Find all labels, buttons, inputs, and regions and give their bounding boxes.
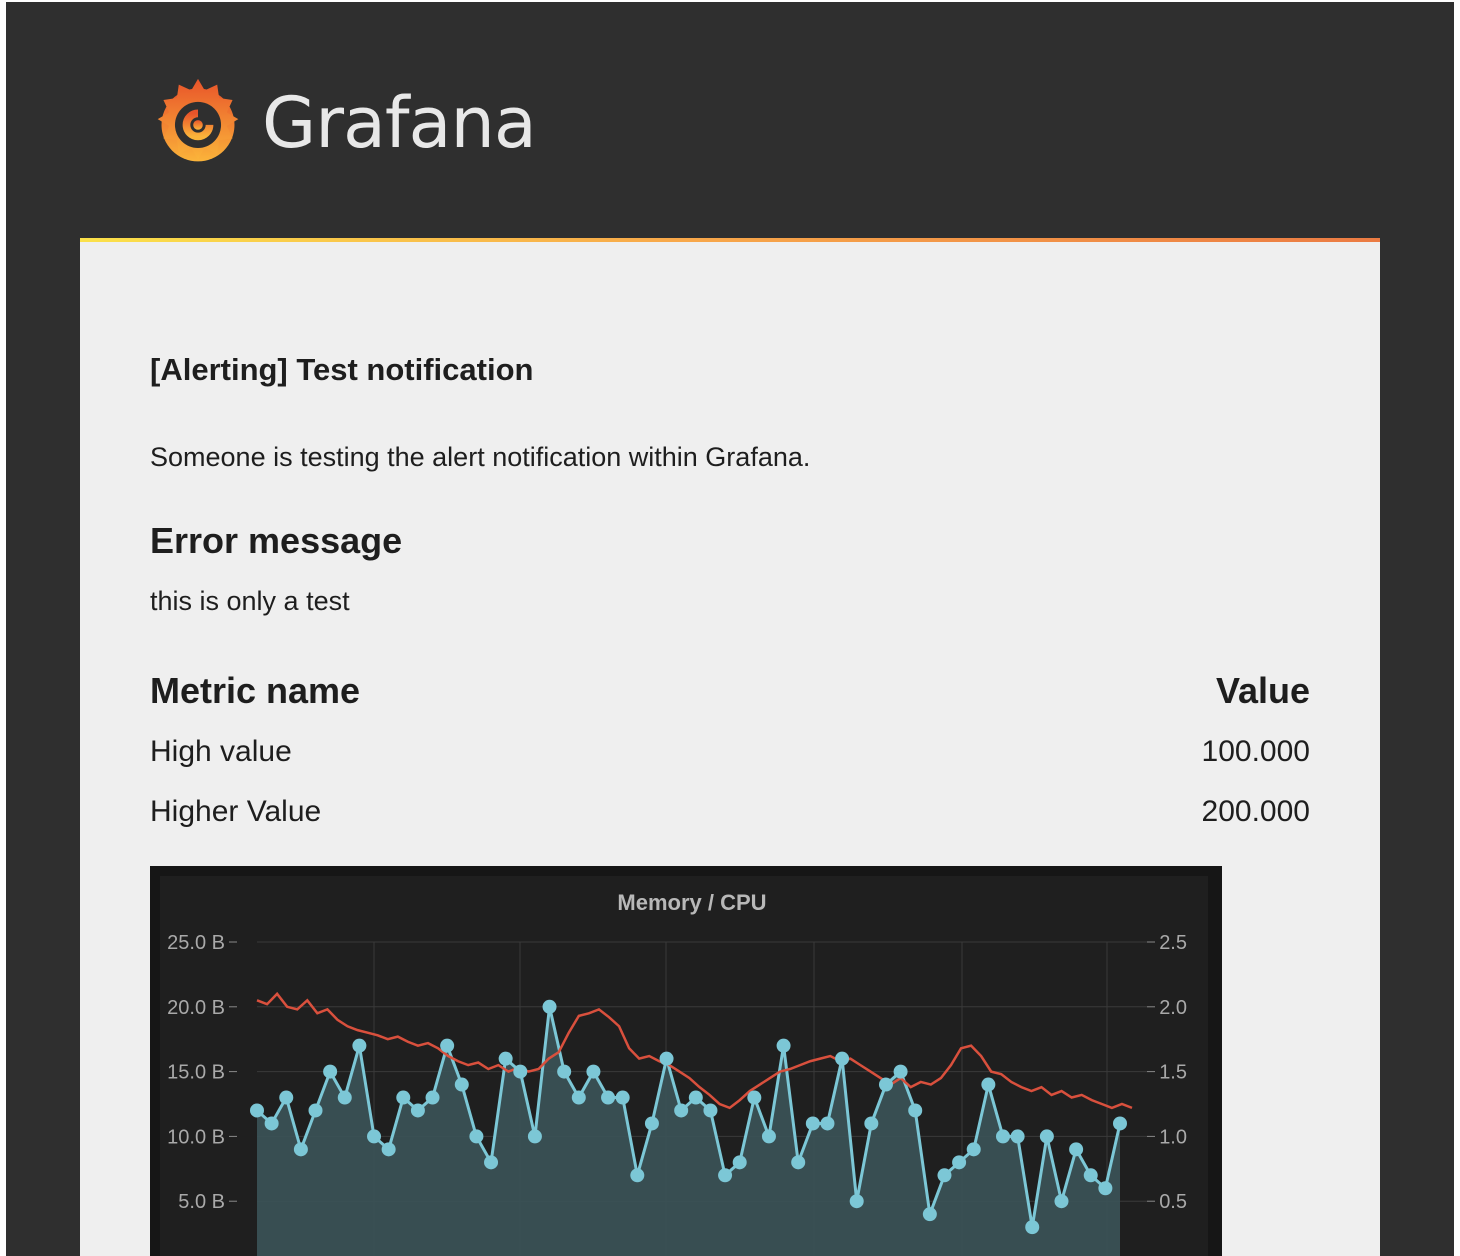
memory-series-line: [256, 1006, 1122, 1228]
y-tick-label-right: 1.5: [1159, 1062, 1187, 1084]
memory-data-point: [630, 1168, 645, 1183]
chart-title: Memory / CPU: [617, 890, 766, 915]
metric-value: 200.000: [1201, 795, 1310, 828]
email-frame: Grafana [Alerting] Test notification Som…: [6, 2, 1454, 1256]
memory-data-point: [513, 1064, 528, 1079]
metric-table: Metric name Value High value 100.000 Hig…: [150, 660, 1310, 842]
memory-data-point: [937, 1168, 952, 1183]
memory-data-point: [293, 1142, 308, 1157]
memory-data-point: [308, 1103, 323, 1118]
memory-data-point: [484, 1155, 499, 1170]
memory-data-point: [805, 1116, 820, 1131]
memory-data-point: [1083, 1168, 1098, 1183]
metric-value: 100.000: [1201, 735, 1310, 768]
y-tick-label-right: 2.0: [1159, 997, 1187, 1019]
metric-table-header: Metric name Value: [150, 660, 1310, 722]
table-row: High value 100.000: [150, 722, 1310, 782]
memory-data-point: [1113, 1116, 1127, 1131]
memory-data-point: [381, 1142, 396, 1157]
grafana-swirl-icon: [157, 78, 239, 162]
y-tick-label-left: 25.0 B: [167, 932, 225, 954]
memory-data-point: [279, 1090, 294, 1105]
grafana-logo: Grafana: [150, 68, 537, 178]
brand-name: Grafana: [262, 82, 537, 164]
y-tick-label-right: 2.5: [1159, 932, 1187, 954]
memory-data-point: [908, 1103, 923, 1118]
memory-data-point: [586, 1064, 601, 1079]
memory-data-point: [849, 1194, 864, 1209]
y-tick-label-right: 0.5: [1159, 1191, 1187, 1213]
error-message: this is only a test: [150, 586, 350, 616]
memory-data-point: [1025, 1220, 1040, 1235]
memory-data-point: [659, 1051, 674, 1066]
notification-card: [Alerting] Test notification Someone is …: [80, 238, 1380, 1256]
metric-value-header: Value: [1215, 670, 1310, 711]
memory-data-point: [966, 1142, 981, 1157]
memory-data-point: [557, 1064, 572, 1079]
memory-data-point: [995, 1129, 1010, 1144]
memory-data-point: [644, 1116, 659, 1131]
alert-description: Someone is testing the alert notificatio…: [150, 442, 811, 472]
memory-data-point: [454, 1077, 469, 1092]
memory-data-point: [469, 1129, 484, 1144]
metric-name: Higher Value: [150, 795, 322, 828]
memory-data-point: [1010, 1129, 1025, 1144]
memory-data-point: [337, 1090, 352, 1105]
y-tick-label-left: 20.0 B: [167, 997, 225, 1019]
memory-data-point: [761, 1129, 776, 1144]
memory-data-point: [352, 1038, 367, 1053]
memory-data-point: [250, 1103, 264, 1118]
memory-data-point: [878, 1077, 893, 1092]
memory-data-point: [396, 1090, 411, 1105]
memory-data-point: [527, 1129, 542, 1144]
error-heading: Error message: [150, 520, 403, 561]
memory-data-point: [264, 1116, 279, 1131]
y-tick-label-left: 5.0 B: [178, 1191, 225, 1213]
memory-data-point: [703, 1103, 718, 1118]
memory-data-point: [981, 1077, 996, 1092]
memory-data-point: [323, 1064, 338, 1079]
memory-data-point: [1054, 1194, 1069, 1209]
y-tick-label-right: 1.0: [1159, 1126, 1187, 1148]
memory-data-point: [791, 1155, 806, 1170]
memory-cpu-chart: Memory / CPU 25.0 B 2.5 20.0 B 2.0 15.0 B 1.5 1…: [160, 876, 1208, 1256]
memory-series-area: [257, 1006, 1120, 1256]
memory-data-point: [893, 1064, 908, 1079]
memory-data-point: [615, 1090, 630, 1105]
memory-data-point: [1039, 1129, 1054, 1144]
memory-data-point: [820, 1116, 835, 1131]
y-tick-label-left: 15.0 B: [167, 1062, 225, 1084]
memory-data-point: [367, 1129, 382, 1144]
memory-data-point: [410, 1103, 425, 1118]
metric-name: High value: [150, 735, 292, 768]
memory-data-point: [674, 1103, 689, 1118]
memory-data-point: [542, 999, 557, 1014]
memory-data-point: [688, 1090, 703, 1105]
metric-name-header: Metric name: [150, 670, 361, 711]
memory-data-point: [1069, 1142, 1084, 1157]
memory-data-point: [440, 1038, 455, 1053]
memory-data-point: [732, 1155, 747, 1170]
y-tick-label-left: 10.0 B: [167, 1126, 225, 1148]
memory-data-point: [864, 1116, 879, 1131]
memory-data-point: [425, 1090, 440, 1105]
memory-data-point: [498, 1051, 513, 1066]
table-row: Higher Value 200.000: [150, 782, 1310, 842]
memory-data-point: [835, 1051, 850, 1066]
memory-data-point: [922, 1207, 937, 1222]
memory-data-point: [601, 1090, 616, 1105]
memory-data-point: [718, 1168, 733, 1183]
alert-title: [Alerting] Test notification: [150, 352, 534, 387]
chart-image: Memory / CPU 25.0 B 2.5 20.0 B 2.0 15.0 B 1.5 1…: [150, 866, 1222, 1256]
memory-data-point: [571, 1090, 586, 1105]
memory-data-point: [747, 1090, 762, 1105]
cpu-series-line: [256, 991, 1133, 1110]
memory-data-point: [1098, 1181, 1113, 1196]
memory-data-point: [776, 1038, 791, 1053]
memory-data-point: [952, 1155, 967, 1170]
